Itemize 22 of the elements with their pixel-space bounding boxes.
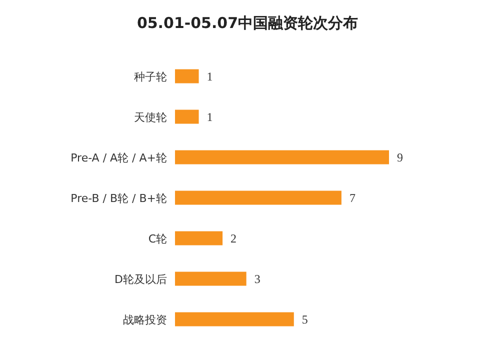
bar [175, 272, 246, 286]
y-tick-label: Pre-B / B轮 / B+轮 [70, 192, 167, 205]
data-label: 1 [206, 69, 213, 84]
bar [175, 69, 199, 84]
data-label: 1 [206, 110, 213, 124]
data-label: 9 [397, 150, 403, 164]
data-label: 3 [254, 272, 260, 286]
y-tick-label: Pre-A / A轮 / A+轮 [70, 151, 167, 164]
data-label: 7 [349, 190, 356, 205]
data-label: 5 [302, 312, 308, 326]
y-tick-label: C轮 [148, 232, 167, 246]
y-tick-label: 种子轮 [134, 70, 167, 84]
bar [175, 190, 342, 205]
data-label: 2 [230, 231, 237, 246]
chart-title: 05.01-05.07中国融资轮次分布 [136, 14, 358, 32]
y-tick-label: 战略投资 [123, 313, 167, 326]
bar [175, 231, 223, 246]
y-tick-label: D轮及以后 [114, 272, 167, 286]
bar [175, 150, 389, 164]
bar [175, 312, 294, 326]
bar [175, 110, 199, 124]
y-tick-label: 天使轮 [134, 110, 167, 124]
